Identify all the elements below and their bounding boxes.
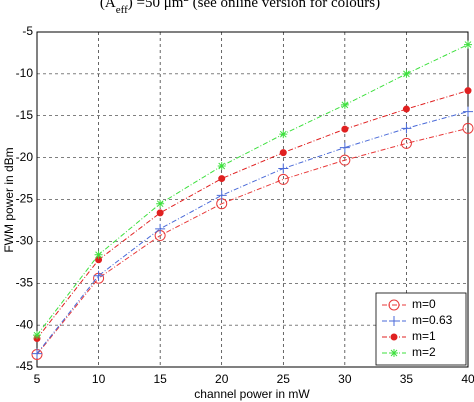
series-line — [36, 44, 469, 336]
series-line — [36, 111, 469, 354]
x-tick-label: 5 — [34, 372, 41, 386]
x-tick-label: 35 — [400, 372, 414, 386]
marker — [401, 123, 412, 134]
title-part: ) =50 μm — [128, 0, 184, 11]
y-tick-label: -15 — [16, 108, 34, 122]
x-tick-label: 15 — [153, 372, 167, 386]
y-tick-label: -30 — [16, 234, 34, 248]
y-tick-label: -5 — [22, 24, 33, 38]
marker — [402, 69, 411, 78]
marker — [402, 105, 410, 113]
y-tick-label: -35 — [16, 275, 34, 289]
marker — [339, 154, 351, 166]
marker — [216, 190, 227, 201]
series-line — [36, 127, 469, 355]
marker — [340, 100, 349, 109]
marker — [218, 175, 226, 183]
marker — [32, 348, 42, 359]
series-line — [36, 90, 469, 339]
x-tick-label: 40 — [461, 372, 474, 386]
marker — [33, 331, 41, 340]
legend-marker — [390, 349, 398, 357]
marker — [217, 162, 226, 170]
marker — [339, 142, 350, 153]
y-tick-label: -40 — [16, 317, 34, 331]
x-axis-label: channel power in mW — [194, 387, 310, 401]
x-tick-label: 30 — [338, 372, 352, 386]
y-tick-label: -10 — [16, 66, 34, 80]
y-tick-label: -25 — [16, 192, 34, 206]
marker — [278, 163, 289, 174]
legend-marker — [389, 316, 399, 326]
marker — [93, 270, 104, 281]
marker — [156, 199, 165, 208]
y-tick-label: -20 — [16, 150, 34, 164]
legend-marker — [390, 333, 398, 341]
marker — [94, 250, 103, 259]
chart-title: (Aeff) =50 μm2 (see online version for c… — [100, 0, 380, 16]
marker — [279, 130, 288, 139]
x-tick-label: 10 — [92, 372, 106, 386]
marker — [277, 173, 289, 185]
marker — [156, 209, 164, 217]
x-tick-label: 25 — [277, 372, 291, 386]
marker — [400, 137, 412, 149]
marker — [155, 223, 166, 234]
marker — [462, 122, 474, 134]
marker — [341, 125, 349, 133]
legend-marker — [388, 299, 400, 311]
marker — [464, 40, 472, 49]
title-part: eff — [116, 4, 128, 16]
marker — [279, 149, 287, 157]
marker — [463, 106, 473, 117]
marker — [464, 87, 472, 95]
title-part: (A — [100, 0, 116, 11]
legend-label: m=2 — [412, 345, 436, 359]
legend-label: m=1 — [412, 329, 436, 343]
title-part: 2 — [183, 0, 189, 4]
legend-label: m=0.63 — [412, 313, 453, 327]
x-tick-label: 20 — [215, 372, 229, 386]
y-tick-label: -45 — [16, 359, 34, 373]
legend-label: m=0 — [412, 297, 436, 311]
y-axis-label: FWM power in dBm — [2, 147, 16, 252]
title-part: (see online version for colours) — [189, 0, 380, 11]
